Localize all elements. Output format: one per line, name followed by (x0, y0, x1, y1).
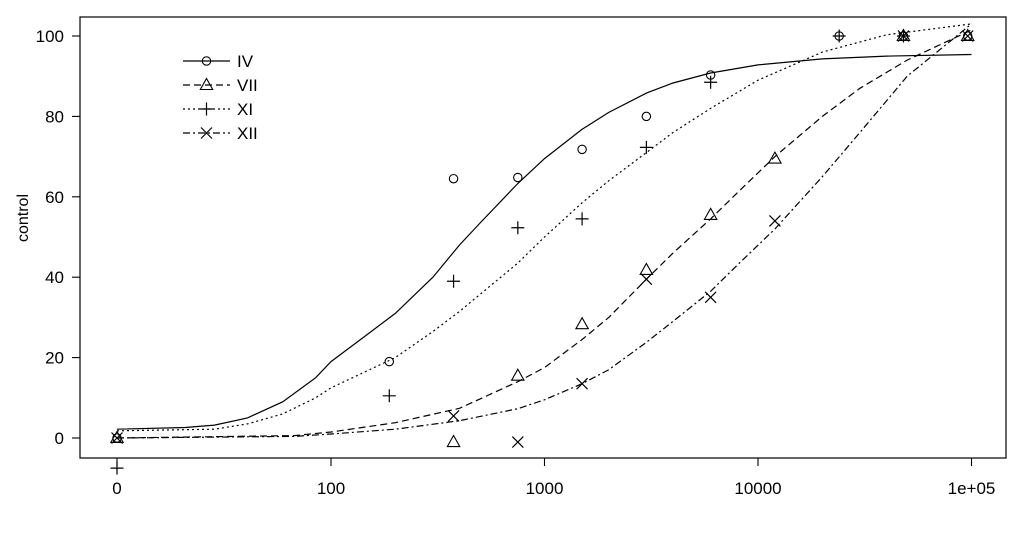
y-tick-label: 80 (45, 107, 64, 126)
y-tick-label: 20 (45, 349, 64, 368)
point-vii (639, 262, 654, 276)
legend-marker (200, 102, 213, 116)
curve-vii (116, 29, 972, 439)
point-iv (641, 111, 652, 122)
y-tick-label: 100 (36, 27, 64, 46)
point-vii (510, 368, 525, 381)
x-tick-label: 0 (112, 479, 121, 498)
point-xii (640, 273, 653, 286)
x-tick-label: 10000 (734, 479, 781, 498)
y-tick-label: 0 (55, 429, 64, 448)
point-xii (897, 30, 910, 42)
legend: IV VII XI XII (183, 52, 258, 143)
point-xii (447, 409, 460, 422)
plot-frame (79, 16, 1007, 459)
legend-label: IV (237, 52, 254, 71)
point-xii (576, 377, 589, 390)
x-tick-label: 100 (317, 479, 345, 498)
point-iv (577, 144, 587, 155)
point-vii (446, 434, 461, 448)
point-xii (111, 432, 123, 444)
point-iv (513, 172, 523, 183)
point-xii (511, 436, 524, 448)
y-axis: 0 20 40 60 80 100 (36, 27, 80, 448)
point-xi (832, 29, 846, 43)
point-vii (109, 430, 125, 444)
curve-iv (116, 53, 972, 430)
legend-item-xi: XI (183, 100, 253, 119)
legend-item-vii: VII (183, 76, 258, 95)
legend-marker (199, 77, 214, 91)
y-axis-title: control (15, 194, 32, 242)
point-xi (575, 212, 589, 226)
data-points (109, 28, 975, 475)
x-tick-label: 1000 (526, 479, 564, 498)
point-xi (704, 75, 718, 89)
legend-marker (200, 127, 213, 139)
point-vii (960, 28, 975, 42)
y-tick-label: 60 (45, 188, 64, 207)
point-xi (447, 274, 461, 288)
x-tick-label: 1e+05 (948, 479, 996, 498)
point-iv (384, 356, 395, 367)
point-xii (768, 214, 781, 227)
point-xi (382, 389, 396, 403)
legend-label: XI (237, 100, 253, 119)
legend-label: VII (237, 76, 258, 95)
legend-item-xii: XII (183, 124, 258, 143)
point-xii (704, 291, 717, 304)
point-iv (448, 173, 459, 184)
legend-label: XII (237, 124, 258, 143)
fitted-curves (116, 23, 972, 439)
legend-item-iv: IV (183, 52, 254, 71)
point-xi (639, 140, 653, 154)
point-xii (961, 30, 974, 42)
curve-xii (116, 23, 972, 439)
point-xi (511, 221, 525, 235)
point-vii (574, 316, 590, 330)
point-xi (110, 461, 124, 475)
legend-marker (201, 56, 212, 66)
y-tick-label: 40 (45, 268, 64, 287)
point-vii (703, 207, 718, 220)
x-axis: 0 100 1000 10000 1e+05 (112, 458, 995, 498)
point-vii (767, 150, 783, 164)
